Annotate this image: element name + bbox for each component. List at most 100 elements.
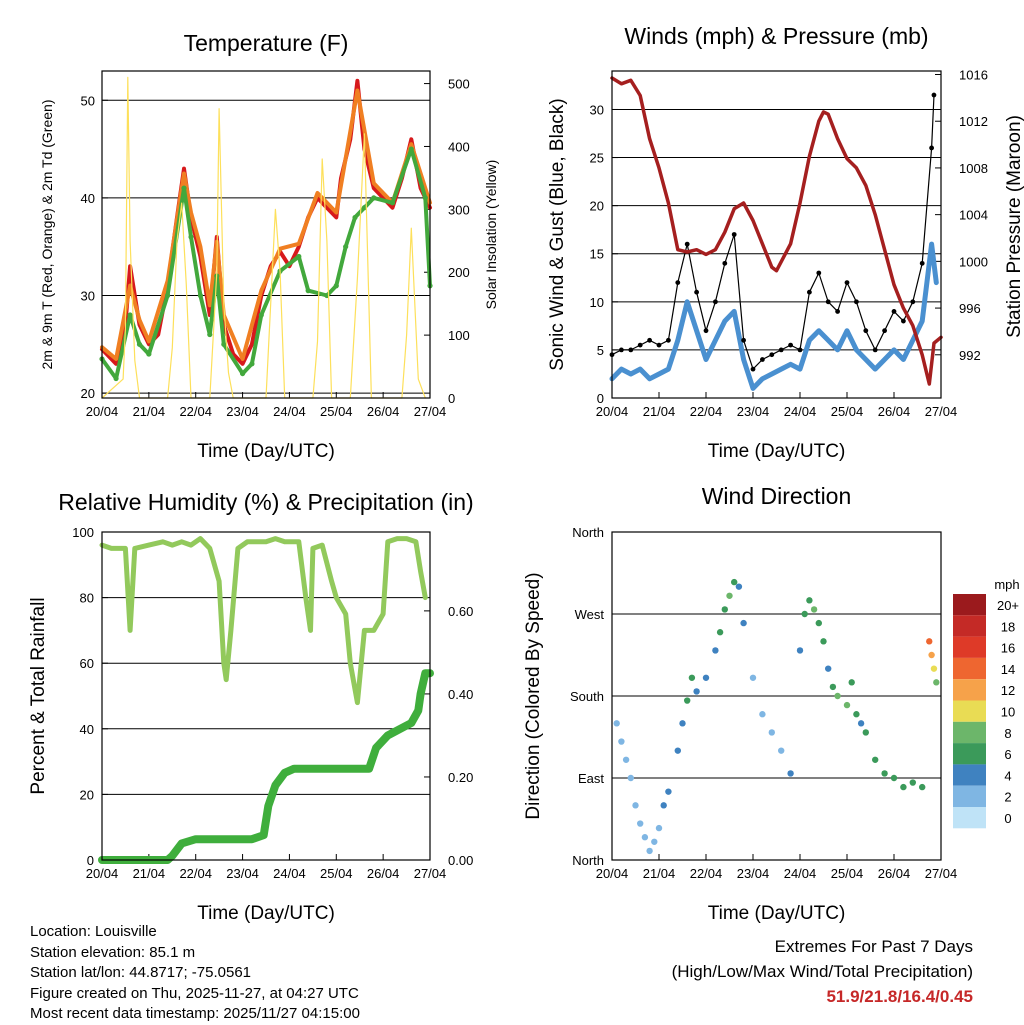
y-tick-label: 0 <box>597 391 604 406</box>
recent-timestamp-text: Most recent data timestamp: 2025/11/27 0… <box>30 1005 360 1022</box>
temp-series-line-point <box>296 253 302 260</box>
legend-swatch <box>953 636 986 658</box>
y2-tick-label: 0.20 <box>448 770 473 785</box>
extremes-heading: Extremes For Past 7 Days <box>774 937 973 956</box>
direction-point <box>806 597 813 604</box>
legend-label: 8 <box>1004 726 1011 741</box>
direction-point <box>857 720 865 727</box>
direction-point <box>693 688 700 695</box>
y-axis-label: Sonic Wind & Gust (Blue, Black) <box>547 98 568 370</box>
x-tick-label: 26/04 <box>367 866 400 881</box>
direction-point <box>930 665 938 672</box>
y-tick-label: South <box>570 689 604 704</box>
direction-point <box>660 802 667 809</box>
temp-series-line-point <box>188 234 194 240</box>
direction-point <box>820 638 827 645</box>
x-tick-label: 21/04 <box>133 866 166 881</box>
y2-tick-label: 0.60 <box>448 604 473 619</box>
gust-line-point <box>854 299 859 305</box>
y-tick-label: 0 <box>87 853 94 868</box>
direction-point <box>928 651 935 659</box>
x-tick-label: 22/04 <box>690 404 723 419</box>
gust-line-point <box>844 280 850 285</box>
rainfall-line <box>98 669 434 864</box>
x-tick-label: 26/04 <box>367 404 400 419</box>
direction-point <box>796 647 804 654</box>
x-tick-label: 22/04 <box>179 404 212 419</box>
y2-tick-label: 1012 <box>959 114 988 129</box>
gust-line-point <box>769 352 775 358</box>
y2-tick-label: 100 <box>448 328 470 343</box>
legend-swatch <box>953 807 986 829</box>
y2-tick-label: 1000 <box>959 254 988 269</box>
x-tick-label: 24/04 <box>273 404 306 419</box>
direction-point <box>716 629 724 636</box>
gust-line-point <box>910 299 916 305</box>
gust-line-point <box>637 342 643 348</box>
direction-point <box>759 711 766 718</box>
x-tick-label: 23/04 <box>226 866 259 881</box>
pressure-line <box>610 76 943 386</box>
temp-series-line-point <box>305 288 311 294</box>
direction-point <box>712 647 719 654</box>
direction-point <box>834 692 841 700</box>
direction-point <box>848 679 855 686</box>
x-tick-label: 25/04 <box>831 404 864 419</box>
panel-2-title: Winds (mph) & Pressure (mb) <box>624 23 928 49</box>
legend-label: 10 <box>1001 705 1015 720</box>
legend-swatch <box>953 764 986 786</box>
temp-series-line-point <box>165 292 171 299</box>
direction-point <box>900 783 907 791</box>
direction-point <box>735 583 743 590</box>
y-tick-label: 40 <box>81 191 95 206</box>
direction-point <box>702 674 710 681</box>
x-tick-label: 23/04 <box>226 404 259 419</box>
y2-tick-label: 1008 <box>959 161 988 176</box>
legend-swatch <box>953 721 986 744</box>
y2-tick-label: 200 <box>448 265 470 280</box>
extremes-box: Extremes For Past 7 Days (High/Low/Max W… <box>672 934 973 1009</box>
direction-point <box>618 738 625 745</box>
direction-point <box>684 697 691 704</box>
gust-line <box>611 94 935 370</box>
x-tick-label: 27/04 <box>925 866 958 881</box>
y-tick-label: 80 <box>80 591 94 606</box>
direction-point <box>853 711 860 718</box>
y2-tick-label: 0.40 <box>448 687 473 702</box>
gust-line-point <box>666 337 671 343</box>
direction-point <box>641 834 649 841</box>
sonic-wind-line <box>609 241 939 391</box>
gust-line-point <box>656 342 662 348</box>
gust-line-point <box>807 289 812 295</box>
y-axis-label: 2m & 9m T (Red, Orange) & 2m Td (Green) <box>39 100 55 370</box>
temp-series-line <box>100 147 432 381</box>
y-tick-label: 5 <box>597 343 604 358</box>
x-tick-label: 20/04 <box>86 404 119 419</box>
x-tick-label: 21/04 <box>133 404 166 419</box>
temp-series-line-point <box>197 292 203 299</box>
y2-tick-label: 500 <box>448 77 470 92</box>
x-axis-label: Time (Day/UTC) <box>197 903 335 924</box>
panel-3-title: Relative Humidity (%) & Precipitation (i… <box>58 489 473 515</box>
direction-point <box>919 783 926 791</box>
direction-point <box>721 606 728 613</box>
created-text: Figure created on Thu, 2025-11-27, at 04… <box>30 984 359 1002</box>
y2-axis-label: Solar Insolation (Yellow) <box>483 160 499 310</box>
y2-tick-label: 400 <box>448 139 470 154</box>
temp-series-line-point <box>352 214 358 221</box>
x-tick-label: 20/04 <box>86 866 119 881</box>
y2-tick-label: 300 <box>448 202 470 217</box>
y-tick-label: 10 <box>590 295 604 310</box>
direction-point <box>829 683 837 691</box>
gust-line-point <box>619 347 624 353</box>
extremes-legend: (High/Low/Max Wind/Total Precipitation) <box>671 962 973 981</box>
gust-line-point <box>882 328 887 334</box>
x-axis-label: Time (Day/UTC) <box>708 441 846 462</box>
elevation-text: Station elevation: 85.1 m <box>30 943 196 961</box>
direction-point <box>665 788 672 795</box>
y-tick-label: East <box>578 771 604 786</box>
gust-line-point <box>647 337 652 343</box>
temp-series-line-point <box>239 370 246 377</box>
y-axis-label: Percent & Total Rainfall <box>28 597 49 794</box>
direction-point <box>909 779 916 786</box>
